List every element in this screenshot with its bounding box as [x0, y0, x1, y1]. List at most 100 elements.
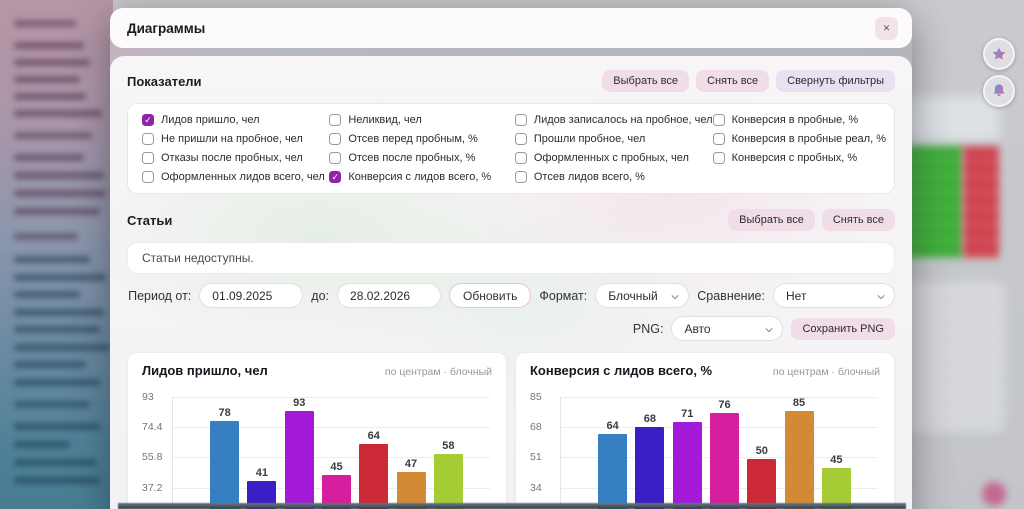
indicator-checkbox-item[interactable]: Отсев лидов всего, % — [514, 171, 713, 183]
comparison-label: Сравнение: — [697, 288, 765, 303]
background-menu-line — [14, 76, 80, 83]
indicator-checkbox-item[interactable]: Неликвид, чел — [329, 114, 515, 126]
indicator-checkbox-item[interactable]: Отказы после пробных, чел — [142, 152, 329, 164]
background-menu-line — [14, 208, 100, 215]
background-menu-line — [14, 401, 90, 408]
favorites-button[interactable] — [983, 38, 1015, 70]
checkbox-unchecked-icon[interactable] — [142, 171, 154, 183]
indicators-title: Показатели — [127, 73, 202, 89]
checkbox-unchecked-icon[interactable] — [514, 133, 527, 145]
indicator-checkbox-label: Конверсия с пробных, % — [731, 152, 858, 164]
checkbox-unchecked-icon[interactable] — [329, 133, 342, 145]
png-size-select-value: Авто — [684, 321, 711, 336]
indicator-checkbox-item[interactable]: Оформленных с пробных, чел — [514, 152, 713, 164]
y-axis-tick-label: 51 — [530, 451, 542, 464]
bar — [709, 413, 739, 509]
articles-deselect-all-button[interactable]: Снять все — [821, 209, 895, 231]
background-menu-line — [14, 190, 106, 197]
bar-value-label: 41 — [255, 467, 269, 480]
indicator-checkbox-label: Отсев после пробных, % — [348, 152, 476, 164]
format-select-value: Блочный — [608, 288, 658, 303]
articles-header: Статьи Выбрать все Снять все — [127, 209, 895, 231]
chart-subtitle: по центрам · блочный — [384, 366, 492, 378]
chevron-down-icon — [765, 328, 774, 333]
checkbox-checked-icon[interactable]: ✓ — [142, 114, 154, 126]
y-axis-tick-label: 37.2 — [142, 481, 163, 494]
articles-title: Статьи — [127, 212, 173, 228]
y-axis-tick-label: 55.8 — [142, 451, 163, 464]
checkbox-unchecked-icon[interactable] — [142, 152, 154, 164]
checkbox-unchecked-icon[interactable] — [712, 114, 725, 126]
chart-gridline — [172, 427, 490, 429]
indicator-checkbox-label: Отказы после пробных, чел — [161, 152, 303, 164]
checkbox-unchecked-icon[interactable] — [514, 152, 527, 164]
indicator-checkbox-item[interactable]: Отсев перед пробным, % — [329, 133, 515, 145]
chart-gridline — [560, 397, 878, 398]
bar-value-label: 93 — [293, 397, 306, 409]
background-menu-line — [14, 291, 80, 298]
comparison-select[interactable]: Нет — [773, 283, 895, 308]
bar — [635, 427, 665, 509]
checkbox-unchecked-icon[interactable] — [514, 171, 527, 183]
background-menu-line — [14, 459, 96, 466]
indicator-checkbox-item[interactable]: Лидов записалось на пробное, чел — [514, 114, 713, 126]
bars-container: 64 68 71 76 50 85 45 — [594, 397, 855, 509]
indicator-checkbox-label: Отсев лидов всего, % — [533, 171, 645, 183]
indicator-checkbox-item[interactable]: ✓ Конверсия с лидов всего, % — [329, 171, 515, 183]
period-from-input[interactable] — [199, 283, 304, 308]
checkbox-unchecked-icon[interactable] — [329, 152, 342, 164]
checkbox-unchecked-icon[interactable] — [712, 152, 725, 164]
indicator-checkbox-item[interactable]: Отсев после пробных, % — [329, 152, 515, 164]
notifications-button[interactable] — [983, 75, 1015, 107]
indicator-checkbox-item[interactable]: Прошли пробное, чел — [514, 133, 713, 145]
bar-value-label: 64 — [606, 420, 619, 433]
modal-header: Диаграммы ✕ — [110, 8, 912, 48]
indicator-checkbox-item[interactable]: Конверсия с пробных, % — [712, 152, 886, 164]
indicator-checkbox-item[interactable]: Конверсия в пробные, % — [712, 114, 886, 126]
indicator-checkbox-label: Прошли пробное, чел — [533, 133, 646, 145]
star-icon — [992, 47, 1006, 60]
articles-select-all-button[interactable]: Выбрать все — [728, 209, 815, 231]
chart-gridline — [172, 397, 490, 398]
chart-card-leads: Лидов пришло, чел по центрам · блочный 9… — [127, 352, 507, 509]
refresh-button[interactable]: Обновить — [449, 283, 532, 308]
indicators-deselect-all-button[interactable]: Снять все — [696, 70, 770, 92]
indicator-checkbox-item[interactable]: Оформленных лидов всего, чел — [142, 171, 329, 183]
chevron-down-icon — [877, 295, 885, 300]
background-menu-line — [14, 110, 102, 117]
save-png-button[interactable]: Сохранить PNG — [791, 317, 895, 340]
background-menu-line — [14, 274, 106, 281]
background-menu-line — [14, 423, 100, 430]
y-axis-tick-label: 74.4 — [142, 421, 163, 434]
checkbox-unchecked-icon[interactable] — [712, 133, 725, 145]
bar-value-label: 58 — [442, 439, 455, 452]
background-sidebar — [0, 0, 113, 509]
indicator-checkbox-label: Конверсия в пробные реал, % — [731, 133, 886, 145]
bars-container: 78 41 93 45 64 47 58 — [206, 397, 467, 509]
png-size-select[interactable]: Авто — [671, 316, 784, 341]
indicator-checkbox-item[interactable]: Не пришли на пробное, чел — [142, 133, 329, 145]
bar-slot: 78 — [206, 397, 243, 509]
indicators-select-all-button[interactable]: Выбрать все — [602, 70, 689, 92]
close-icon[interactable]: ✕ — [875, 16, 898, 40]
checkbox-unchecked-icon[interactable] — [514, 114, 527, 126]
checkbox-checked-icon[interactable]: ✓ — [329, 171, 342, 183]
checkbox-unchecked-icon[interactable] — [142, 133, 154, 145]
y-axis-tick-label: 68 — [530, 421, 542, 434]
chart-gridline — [172, 457, 490, 459]
collapse-filters-button[interactable]: Свернуть фильтры — [776, 70, 895, 92]
indicator-checkbox-item[interactable]: ✓ Лидов пришло, чел — [142, 114, 329, 126]
bar — [747, 459, 777, 509]
indicator-checkbox-label: Лидов пришло, чел — [161, 114, 260, 126]
checkbox-unchecked-icon[interactable] — [329, 114, 342, 126]
bottom-edge-strip — [118, 503, 906, 509]
indicator-checkbox-item[interactable]: Конверсия в пробные реал, % — [712, 133, 886, 145]
bar-value-label: 45 — [330, 460, 343, 473]
period-to-input[interactable] — [337, 283, 442, 308]
bar-slot: 50 — [743, 397, 780, 509]
format-select[interactable]: Блочный — [595, 283, 690, 308]
bar-slot: 47 — [392, 397, 429, 509]
background-table-header — [905, 96, 1000, 142]
bar — [284, 411, 314, 509]
bar-value-label: 85 — [792, 397, 806, 409]
